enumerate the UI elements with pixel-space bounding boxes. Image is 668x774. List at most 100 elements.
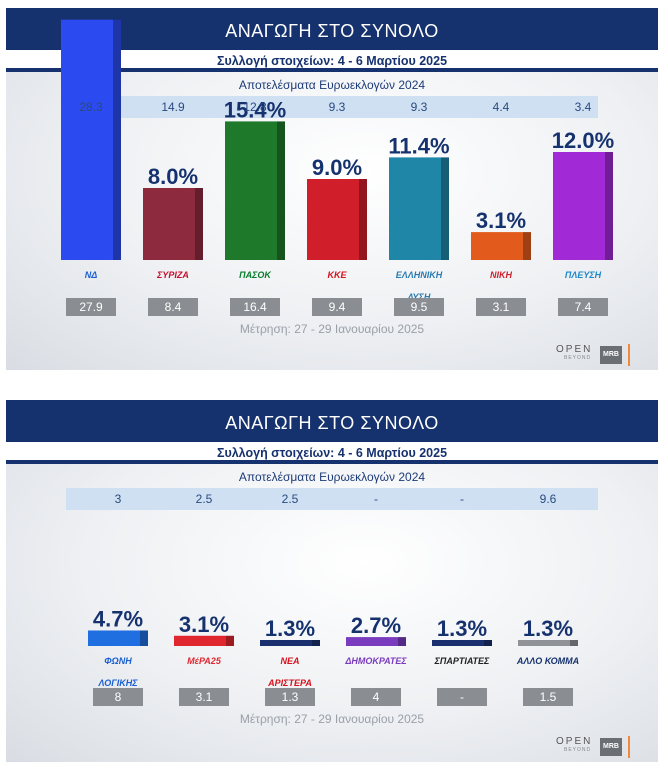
channel-brand: OPEN BEYOND MRB — [556, 736, 646, 758]
party-logo: ΔΗΜΟΚΡΑΤΕΣ — [345, 656, 407, 666]
bar-value-label: 8.0% — [148, 164, 198, 189]
party-logo: ΑΛΛΟ ΚΟΜΜΑ — [516, 656, 580, 666]
bar — [88, 630, 140, 646]
fieldwork-dates-text: Συλλογή στοιχείων: 4 - 6 Μαρτίου 2025 — [216, 54, 448, 68]
party-logo: ΣΥΡΙΖΑ — [157, 270, 189, 280]
euro-results-label: Αποτελέσματα Ευρωεκλογών 2024 — [238, 470, 426, 484]
bar-value-label: 1.3% — [437, 616, 487, 641]
bar — [307, 179, 359, 260]
euro-2024-value: - — [460, 492, 464, 506]
bar-value-label: 3.1% — [179, 612, 229, 637]
bar-side — [605, 152, 613, 260]
bar-group: 1.3% — [260, 616, 320, 646]
bar-side — [312, 640, 320, 646]
euro-2024-value: 9.3 — [328, 100, 346, 114]
bar-side — [277, 121, 285, 261]
channel-brand: OPEN BEYOND MRB — [556, 344, 646, 366]
mrb-logo: MRB — [600, 738, 622, 756]
previous-measurement-value: 9.5 — [394, 298, 444, 316]
brand-accent-line — [628, 344, 630, 366]
mrb-logo: MRB — [600, 346, 622, 364]
open-logo-text: OPEN — [556, 344, 593, 355]
party-logo: ΠΛΕΥΣΗ — [564, 270, 602, 280]
bar — [553, 152, 605, 260]
fieldwork-dates-text: Συλλογή στοιχείων: 4 - 6 Μαρτίου 2025 — [216, 446, 448, 460]
previous-measurement-value: 16.4 — [230, 298, 280, 316]
party-logo: ΕΛΛΗΝΙΚΗ ΛΥΣΗ — [395, 270, 443, 302]
bar-group: 11.4% — [388, 133, 450, 260]
bar-group: 1.3% — [518, 616, 578, 646]
bar-value-label: 2.7% — [351, 613, 401, 638]
bar-plot: 26.7% 8.0% 15.4% 9.0% 11.4% 3.1% 12.0% — [57, 8, 614, 261]
previous-measurement-label: Μέτρηση: 27 - 29 Ιανουαρίου 2025 — [239, 322, 425, 336]
previous-measurement-label: Μέτρηση: 27 - 29 Ιανουαρίου 2025 — [239, 712, 425, 726]
bar-side — [226, 635, 234, 646]
euro-results-strip — [66, 96, 598, 118]
party-logo: ΣΠΑΡΤΙΑΤΕΣ — [434, 656, 490, 666]
bar-group: 9.0% — [307, 155, 367, 260]
bar-value-label: 11.4% — [388, 133, 449, 158]
bar-group: 15.4% — [224, 97, 286, 261]
euro-2024-value: 2.5 — [281, 492, 299, 506]
chart-panel-2: ΑΝΑΓΩΓΗ ΣΤΟ ΣΥΝΟΛΟ Συλλογή στοιχείων: 4 … — [6, 400, 658, 762]
bar — [518, 640, 570, 646]
party-logo: ΝΔ — [84, 270, 98, 280]
bar — [143, 188, 195, 260]
previous-measurement-value: 3.1 — [179, 688, 229, 706]
previous-measurement-value: 3.1 — [476, 298, 526, 316]
bar-side — [570, 640, 578, 646]
previous-measurement-value: - — [437, 688, 487, 706]
bar-group: 3.1% — [471, 208, 531, 260]
euro-2024-value: 9.3 — [410, 100, 428, 114]
euro-results-strip — [66, 488, 598, 510]
beyond-logo-text: BEYOND — [564, 355, 592, 361]
party-logo: ΜέΡΑ25 — [187, 656, 221, 666]
euro-2024-value: 3 — [114, 492, 122, 506]
euro-2024-value: 9.6 — [539, 492, 557, 506]
euro-2024-value: - — [374, 492, 378, 506]
bar — [260, 640, 312, 646]
title-rule — [6, 68, 658, 72]
party-logo: ΠΑΣΟΚ — [239, 270, 271, 280]
euro-results-label: Αποτελέσματα Ευρωεκλογών 2024 — [238, 78, 426, 92]
previous-measurement-value: 1.3 — [265, 688, 315, 706]
bar-group: 8.0% — [143, 164, 203, 260]
bar — [471, 232, 523, 260]
chart-panel-1: ΑΝΑΓΩΓΗ ΣΤΟ ΣΥΝΟΛΟ Συλλογή στοιχείων: 4 … — [6, 8, 658, 370]
bar-side — [113, 19, 121, 261]
fieldwork-dates: Συλλογή στοιχείων: 4 - 6 Μαρτίου 2025 — [6, 50, 658, 72]
previous-measurement-value: 7.4 — [558, 298, 608, 316]
bar-group: 1.3% — [432, 616, 492, 646]
previous-measurement-value: 9.4 — [312, 298, 362, 316]
previous-measurement-value: 4 — [351, 688, 401, 706]
bar-value-label: 1.3% — [265, 616, 315, 641]
brand-accent-line — [628, 736, 630, 758]
bar-group: 26.7% — [57, 8, 125, 261]
bar — [174, 635, 226, 646]
bar-value-label: 12.0% — [552, 128, 614, 153]
bar-side — [441, 157, 449, 260]
bar-group: 2.7% — [346, 613, 406, 646]
bar-side — [398, 637, 406, 646]
previous-measurement-value: 27.9 — [66, 298, 116, 316]
chart-title: ΑΝΑΓΩΓΗ ΣΤΟ ΣΥΝΟΛΟ — [6, 400, 658, 442]
previous-measurement-value: 8.4 — [148, 298, 198, 316]
bar-side — [140, 630, 148, 646]
bar-value-label: 1.3% — [523, 616, 573, 641]
previous-measurement-value: 8 — [93, 688, 143, 706]
euro-2024-value: 14.9 — [161, 100, 185, 114]
open-logo-text: OPEN — [556, 736, 593, 747]
previous-measurement-value: 1.5 — [523, 688, 573, 706]
euro-2024-value: 12.8 — [243, 100, 267, 114]
title-rule — [6, 460, 658, 464]
fieldwork-dates: Συλλογή στοιχείων: 4 - 6 Μαρτίου 2025 — [6, 442, 658, 464]
bar-value-label: 15.4% — [224, 97, 286, 122]
party-logo: ΝΙΚΗ — [490, 270, 512, 280]
bar-group: 3.1% — [174, 612, 234, 646]
euro-2024-value: 4.4 — [492, 100, 510, 114]
bar — [61, 19, 113, 261]
bar-side — [195, 188, 203, 260]
euro-2024-value: 3.4 — [574, 100, 592, 114]
bar-side — [484, 640, 492, 646]
bar — [389, 157, 441, 260]
